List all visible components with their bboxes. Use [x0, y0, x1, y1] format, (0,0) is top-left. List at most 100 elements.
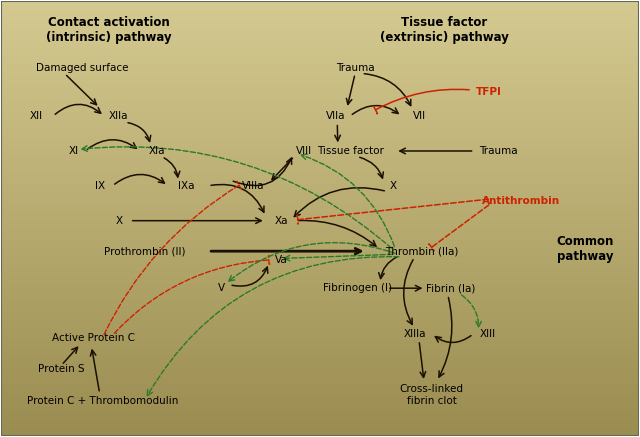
- Bar: [1, 94, 639, 97]
- Bar: [1, 68, 639, 70]
- Bar: [1, 221, 639, 223]
- Bar: [1, 384, 639, 386]
- Bar: [1, 316, 639, 319]
- Bar: [1, 218, 639, 221]
- Bar: [1, 375, 639, 378]
- Bar: [1, 264, 639, 267]
- Bar: [1, 118, 639, 121]
- Bar: [1, 238, 639, 240]
- Bar: [1, 303, 639, 305]
- Bar: [1, 288, 639, 290]
- Bar: [1, 129, 639, 132]
- Bar: [1, 406, 639, 408]
- Bar: [1, 55, 639, 57]
- Bar: [1, 201, 639, 203]
- Bar: [1, 280, 639, 282]
- Text: Protein S: Protein S: [38, 364, 84, 374]
- Text: Protein C + Thrombomodulin: Protein C + Thrombomodulin: [27, 396, 179, 406]
- Bar: [1, 168, 639, 170]
- Text: VIIa: VIIa: [326, 111, 346, 121]
- Bar: [1, 5, 639, 7]
- Bar: [1, 157, 639, 160]
- Bar: [1, 29, 639, 31]
- Bar: [1, 184, 639, 186]
- Bar: [1, 173, 639, 175]
- Bar: [1, 267, 639, 269]
- Bar: [1, 110, 639, 112]
- Bar: [1, 354, 639, 356]
- Bar: [1, 46, 639, 49]
- Bar: [1, 59, 639, 62]
- Bar: [1, 308, 639, 310]
- Bar: [1, 364, 639, 367]
- Bar: [1, 234, 639, 236]
- Bar: [1, 323, 639, 325]
- Bar: [1, 153, 639, 155]
- Text: Common
pathway: Common pathway: [556, 235, 614, 263]
- Bar: [1, 332, 639, 334]
- Bar: [1, 421, 639, 423]
- Bar: [1, 262, 639, 264]
- Bar: [1, 166, 639, 168]
- Bar: [1, 199, 639, 201]
- Bar: [1, 314, 639, 316]
- Bar: [1, 371, 639, 373]
- Bar: [1, 149, 639, 151]
- Text: VIIIa: VIIIa: [242, 181, 264, 191]
- Bar: [1, 249, 639, 251]
- Text: VIII: VIII: [296, 146, 312, 156]
- Bar: [1, 181, 639, 184]
- Bar: [1, 245, 639, 247]
- Text: TFPI: TFPI: [476, 87, 502, 97]
- Bar: [1, 227, 639, 229]
- Bar: [1, 282, 639, 284]
- Bar: [1, 410, 639, 413]
- Bar: [1, 229, 639, 232]
- Bar: [1, 386, 639, 388]
- Bar: [1, 423, 639, 425]
- Bar: [1, 88, 639, 90]
- Bar: [1, 214, 639, 216]
- Bar: [1, 81, 639, 83]
- Bar: [1, 79, 639, 81]
- Bar: [1, 3, 639, 5]
- Text: Antithrombin: Antithrombin: [482, 196, 560, 206]
- Bar: [1, 175, 639, 177]
- Bar: [1, 114, 639, 116]
- Bar: [1, 290, 639, 292]
- Bar: [1, 77, 639, 79]
- Bar: [1, 347, 639, 349]
- Bar: [1, 35, 639, 38]
- Bar: [1, 269, 639, 271]
- Bar: [1, 162, 639, 164]
- Text: Prothrombin (II): Prothrombin (II): [104, 246, 185, 256]
- Bar: [1, 284, 639, 286]
- Bar: [1, 136, 639, 138]
- Bar: [1, 397, 639, 399]
- Bar: [1, 140, 639, 142]
- Bar: [1, 170, 639, 173]
- Bar: [1, 127, 639, 129]
- Text: IXa: IXa: [178, 181, 194, 191]
- Bar: [1, 362, 639, 364]
- Bar: [1, 197, 639, 199]
- Bar: [1, 57, 639, 59]
- Bar: [1, 155, 639, 157]
- Bar: [1, 388, 639, 391]
- Bar: [1, 97, 639, 99]
- Bar: [1, 413, 639, 415]
- Text: XIII: XIII: [479, 329, 495, 339]
- Bar: [1, 251, 639, 253]
- Bar: [1, 340, 639, 343]
- Bar: [1, 42, 639, 44]
- Bar: [1, 125, 639, 127]
- Bar: [1, 243, 639, 245]
- Bar: [1, 16, 639, 18]
- Bar: [1, 123, 639, 125]
- Text: IX: IX: [95, 181, 105, 191]
- Bar: [1, 351, 639, 354]
- Bar: [1, 142, 639, 145]
- Text: X: X: [115, 216, 122, 225]
- Text: Active Protein C: Active Protein C: [52, 333, 135, 343]
- Bar: [1, 10, 639, 12]
